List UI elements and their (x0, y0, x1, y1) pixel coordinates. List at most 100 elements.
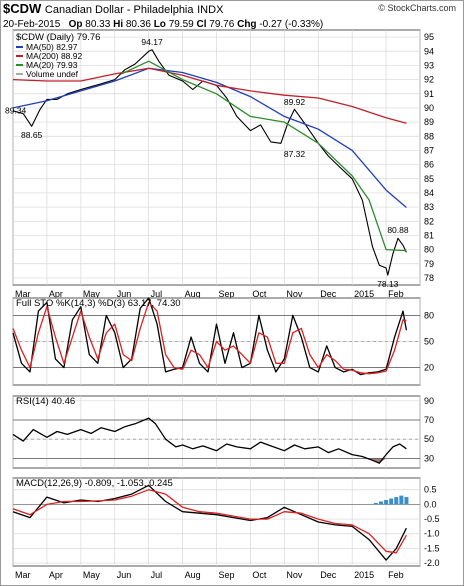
low-value: 79.59 (168, 19, 194, 30)
macd-histogram-bar (404, 497, 409, 505)
high-label: Hi (113, 19, 124, 30)
panel-0-ytick-label: 85 (424, 174, 434, 184)
symbol: $CDW (3, 1, 42, 16)
month-label: Mar (15, 289, 31, 299)
panel-0-ytick-label: 92 (424, 75, 434, 85)
panel-2-title: RSI(14) 40.46 (16, 396, 75, 407)
panel-0-ytick-label: 88 (424, 131, 434, 141)
series-ma50-line (12, 67, 407, 208)
quote-line: 20-Feb-2015 Op 80.33 Hi 80.36 Lo 79.59 C… (3, 19, 323, 30)
open-label: Op (68, 19, 83, 30)
month-label: Aug (185, 570, 201, 580)
panel-3-ytick-label: 0.0 (424, 499, 437, 509)
low-label: Lo (153, 19, 166, 30)
month-label: 2015 (354, 289, 374, 299)
panel-0-ytick-label: 78 (424, 273, 434, 283)
quote-date: 20-Feb-2015 (3, 19, 61, 30)
close-value: 79.76 (209, 19, 235, 30)
legend-entry: Volume undef (26, 69, 79, 79)
price-annotation: 88.65 (21, 130, 43, 140)
month-label: Dec (320, 570, 337, 580)
panel-0-ytick-label: 81 (424, 230, 434, 240)
panel-3-ytick-label: -0.5 (424, 514, 440, 524)
series-signal-line (12, 489, 407, 554)
month-label: Nov (286, 570, 303, 580)
price-annotation: 94.17 (141, 37, 163, 47)
panel-1-ytick-label: 50 (424, 337, 434, 347)
price-annotation: 87.32 (284, 149, 306, 159)
month-label: Jul (151, 289, 163, 299)
month-label: Feb (388, 570, 404, 580)
macd-histogram-bar (399, 495, 404, 505)
panel-0-ytick-label: 91 (424, 89, 434, 99)
panel-2-ytick-label: 50 (424, 434, 434, 444)
panel-0-ytick-label: 93 (424, 60, 434, 70)
panel-0-ytick-label: 84 (424, 188, 434, 198)
series-d-line (12, 301, 407, 375)
exchange: INDX (197, 4, 224, 16)
month-label: May (83, 289, 101, 299)
change-value: -0.27 (-0.33%) (259, 19, 324, 30)
legend-entry: MA(50) 82.97 (26, 42, 78, 52)
panel-0-ytick-label: 83 (424, 202, 434, 212)
month-label: Aug (185, 289, 201, 299)
month-label: Sep (219, 289, 235, 299)
month-label: Jun (117, 570, 132, 580)
month-label: 2015 (354, 570, 374, 580)
panel-3-ytick-label: -1.0 (424, 529, 440, 539)
panel-2-ytick-label: 30 (424, 453, 434, 463)
panel-1-ytick-label: 20 (424, 363, 434, 373)
panel-0-ytick-label: 94 (424, 46, 434, 56)
panel-0-ytick-label: 90 (424, 103, 434, 113)
month-label: Feb (388, 289, 404, 299)
panel-0-ytick-label: 87 (424, 145, 434, 155)
price-annotation: 80.88 (387, 225, 409, 235)
price-annotation: 89.92 (284, 97, 306, 107)
high-value: 80.36 (125, 19, 151, 30)
month-label: Oct (252, 570, 267, 580)
panel-3-title: MACD(12,26,9) -0.809, -1.053, 0.245 (16, 478, 173, 489)
month-label: Nov (286, 289, 303, 299)
panel-0-ytick-label: 80 (424, 245, 434, 255)
price-panel-title: $CDW (Daily) 79.76 (16, 32, 100, 43)
month-label: Dec (320, 289, 337, 299)
panel-3-ytick-label: -2.0 (424, 558, 440, 568)
panel-0-ytick-label: 79 (424, 259, 434, 269)
month-label: May (83, 570, 101, 580)
price-annotation: 89.34 (5, 105, 27, 115)
close-label: Cl (196, 19, 207, 30)
series-ma20-line (121, 60, 407, 252)
price-annotation: 78.13 (377, 279, 399, 289)
panel-2-ytick-label: 70 (424, 415, 434, 425)
panel-3-ytick-label: -1.5 (424, 543, 440, 553)
month-label: Sep (219, 570, 235, 580)
panel-0-ytick-label: 86 (424, 160, 434, 170)
change-label: Chg (237, 19, 257, 30)
series-cdw-line (12, 49, 407, 276)
macd-histogram-bar (373, 502, 378, 505)
panel-0-ytick-label: 89 (424, 117, 434, 127)
legend-entry: MA(20) 79.93 (26, 60, 78, 70)
month-label: Mar (15, 570, 31, 580)
panel-1-title: Full STO %K(14,3) %D(3) 63.17, 74.30 (16, 298, 181, 309)
series-k-line (12, 297, 408, 376)
macd-histogram-bar (394, 497, 399, 505)
series-rsi-line (12, 417, 407, 464)
panel-0-ytick-label: 82 (424, 216, 434, 226)
series-ma200-line (12, 67, 407, 124)
symbol-description: Canadian Dollar - Philadelphia (44, 4, 194, 16)
month-label: Jun (117, 289, 132, 299)
open-value: 80.33 (85, 19, 111, 30)
macd-histogram-bar (384, 500, 389, 505)
symbol-heading: $CDW Canadian Dollar - Philadelphia INDX (3, 1, 223, 16)
series-macd-line (12, 484, 407, 561)
panel-3-ytick-label: 0.5 (424, 485, 437, 495)
macd-histogram-bar (389, 498, 394, 505)
panel-0-ytick-label: 95 (424, 32, 434, 42)
month-label: Oct (252, 289, 267, 299)
panel-1-ytick-label: 80 (424, 310, 434, 320)
macd-histogram-bar (378, 501, 383, 505)
month-label: Apr (49, 570, 63, 580)
month-label: Jul (151, 570, 163, 580)
